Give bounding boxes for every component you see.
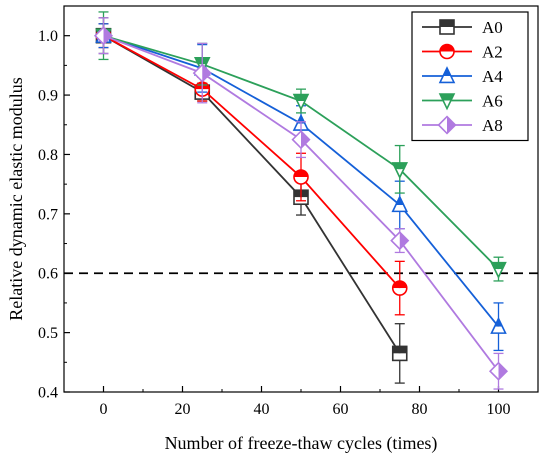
y-axis: 0.4 0.5 0.6 0.7 0.8 0.9 1.0 (38, 28, 70, 402)
data-point (93, 26, 114, 46)
series-line (103, 34, 401, 289)
legend-marker (437, 115, 457, 135)
x-tick-label: 0 (100, 401, 108, 418)
legend-marker-fill-bottom (440, 27, 454, 34)
y-tick-label: 0.9 (38, 88, 58, 105)
y-axis-label: Relative dynamic elastic modulus (6, 77, 26, 320)
data-point-fill (495, 318, 502, 327)
y-tick-label: 0.7 (38, 206, 58, 223)
data-point (490, 261, 507, 279)
data-point-fill-bottom (495, 269, 502, 278)
legend-marker (439, 43, 455, 60)
data-point (391, 345, 408, 362)
legend-label: A8 (482, 116, 503, 135)
x-axis: 0 20 40 60 80 100 (100, 386, 511, 418)
data-point-fill-bottom (396, 169, 404, 178)
legend: A0 A2 A4 A6 A8 (411, 11, 529, 142)
x-axis-label: Number of freeze-thaw cycles (times) (165, 433, 438, 454)
legend-label: A6 (482, 92, 503, 111)
x-tick-label: 20 (175, 401, 191, 418)
legend-marker-fill-bottom (440, 76, 454, 83)
data-point-fill-bottom (297, 101, 305, 110)
data-point (293, 169, 309, 185)
data-point-fill (392, 162, 407, 170)
data-point-fill (491, 262, 506, 270)
x-tick-label: 40 (254, 401, 270, 418)
data-point-fill-left (95, 27, 104, 45)
series-A8 (93, 17, 509, 390)
data-point-fill (202, 64, 211, 82)
legend-marker-fill-left (438, 116, 447, 134)
legend-label: A2 (482, 43, 503, 62)
legend-marker-fill (447, 116, 456, 134)
data-point-fill-left (292, 131, 301, 149)
y-tick-label: 0.8 (38, 147, 58, 164)
series-layer (93, 11, 509, 390)
data-point-fill (399, 232, 409, 249)
x-tick-label: 80 (412, 401, 428, 418)
legend-label: A0 (482, 18, 503, 37)
legend-marker-fill (443, 67, 451, 76)
data-point-fill-left (490, 362, 499, 380)
x-tick-label: 100 (487, 401, 511, 418)
data-point-fill (396, 196, 404, 205)
legend-marker-fill (440, 20, 454, 27)
data-point-fill (498, 362, 507, 380)
data-point-fill-bottom (392, 204, 407, 212)
data-point (192, 63, 212, 83)
data-point (292, 93, 310, 111)
y-tick-label: 0.4 (38, 385, 58, 402)
data-point (490, 316, 507, 334)
legend-marker (438, 66, 456, 84)
data-point-fill-left (193, 64, 203, 82)
data-point (291, 130, 311, 150)
data-point (488, 361, 509, 381)
y-tick-label: 0.5 (38, 325, 58, 342)
data-point (391, 162, 409, 180)
data-point-fill (103, 27, 112, 45)
data-point-fill-bottom (392, 353, 407, 361)
data-point (391, 195, 409, 213)
data-point-fill (294, 94, 308, 102)
legend-marker-fill (440, 94, 454, 101)
legend-marker (439, 19, 455, 35)
y-tick-label: 1.0 (38, 28, 58, 45)
data-point (390, 231, 410, 251)
data-point (391, 280, 408, 296)
data-point-fill (392, 346, 407, 354)
legend-marker (438, 93, 456, 111)
legend-label: A4 (482, 67, 503, 86)
series-line (103, 34, 401, 354)
data-point-fill (301, 131, 310, 149)
y-tick-label: 0.6 (38, 266, 58, 283)
data-point-fill-left (391, 232, 400, 249)
data-point-fill-bottom (491, 326, 506, 334)
legend-marker-fill-bottom (443, 100, 451, 109)
x-tick-label: 60 (333, 401, 349, 418)
